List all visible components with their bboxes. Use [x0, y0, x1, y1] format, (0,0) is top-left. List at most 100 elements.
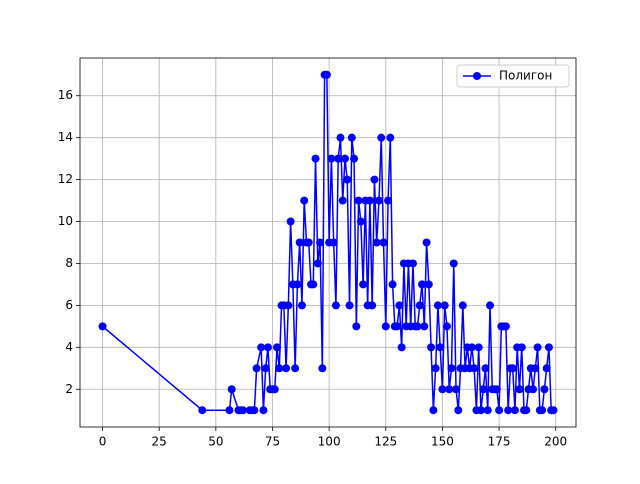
- point: [481, 364, 490, 373]
- x-tick-label: 200: [544, 435, 567, 449]
- point: [504, 406, 513, 415]
- point: [479, 385, 488, 394]
- point: [531, 364, 540, 373]
- point: [350, 154, 359, 163]
- point: [476, 406, 485, 415]
- point: [284, 301, 293, 310]
- x-tick-label: 100: [318, 435, 341, 449]
- point: [345, 301, 354, 310]
- point: [395, 301, 404, 310]
- x-tick-label: 0: [99, 435, 107, 449]
- point: [275, 364, 284, 373]
- point: [347, 133, 356, 142]
- point: [458, 301, 467, 310]
- point: [542, 364, 551, 373]
- point: [304, 238, 313, 247]
- point: [510, 406, 519, 415]
- point: [386, 133, 395, 142]
- point: [486, 301, 495, 310]
- point: [420, 322, 429, 331]
- point: [492, 385, 501, 394]
- point: [329, 238, 338, 247]
- point: [445, 385, 454, 394]
- point: [273, 343, 282, 352]
- point: [372, 238, 381, 247]
- point: [293, 280, 302, 289]
- y-tick-label: 6: [65, 298, 73, 312]
- point: [442, 322, 451, 331]
- point: [415, 301, 424, 310]
- point: [384, 196, 393, 205]
- y-tick-label: 4: [65, 340, 73, 354]
- point: [286, 217, 295, 226]
- point: [239, 406, 248, 415]
- point: [540, 385, 549, 394]
- point: [338, 196, 347, 205]
- point: [316, 238, 325, 247]
- point: [300, 196, 309, 205]
- point: [517, 343, 526, 352]
- point: [529, 385, 538, 394]
- point: [295, 238, 304, 247]
- point: [377, 133, 386, 142]
- point: [327, 154, 336, 163]
- point: [429, 406, 438, 415]
- point: [397, 343, 406, 352]
- y-tick-label: 2: [65, 382, 73, 396]
- point: [431, 364, 440, 373]
- x-tick-label: 175: [488, 435, 511, 449]
- point: [522, 406, 531, 415]
- legend-label: Полигон: [499, 69, 552, 83]
- point: [374, 196, 383, 205]
- point: [474, 343, 483, 352]
- point: [331, 301, 340, 310]
- point: [354, 196, 363, 205]
- point: [270, 385, 279, 394]
- point: [334, 154, 343, 163]
- x-tick-label: 50: [208, 435, 223, 449]
- point: [368, 301, 377, 310]
- point: [467, 343, 476, 352]
- point: [318, 364, 327, 373]
- point: [379, 238, 388, 247]
- point: [263, 343, 272, 352]
- point: [356, 217, 365, 226]
- point: [454, 406, 463, 415]
- point: [501, 322, 510, 331]
- legend-box: [456, 64, 570, 88]
- point: [365, 196, 374, 205]
- point: [261, 364, 270, 373]
- point: [447, 364, 456, 373]
- point: [452, 385, 461, 394]
- point: [436, 343, 445, 352]
- point: [259, 406, 268, 415]
- point: [424, 280, 433, 289]
- point: [297, 301, 306, 310]
- point: [309, 280, 318, 289]
- y-tick-label: 10: [58, 214, 73, 228]
- point: [370, 175, 379, 184]
- point: [322, 70, 331, 79]
- point: [291, 364, 300, 373]
- point: [422, 238, 431, 247]
- point: [352, 322, 361, 331]
- point: [336, 133, 345, 142]
- point: [257, 343, 266, 352]
- point: [538, 406, 547, 415]
- point: [483, 406, 492, 415]
- point: [343, 175, 352, 184]
- point: [418, 280, 427, 289]
- point: [252, 364, 261, 373]
- y-tick-label: 8: [65, 256, 73, 270]
- plot-frame: [79, 57, 577, 428]
- y-tick-label: 12: [58, 172, 73, 186]
- x-tick-label: 75: [265, 435, 280, 449]
- point: [470, 364, 479, 373]
- legend-marker: [473, 72, 481, 80]
- point: [311, 154, 320, 163]
- x-tick-label: 25: [152, 435, 167, 449]
- point: [508, 364, 517, 373]
- y-tick-label: 14: [58, 130, 73, 144]
- point: [413, 322, 422, 331]
